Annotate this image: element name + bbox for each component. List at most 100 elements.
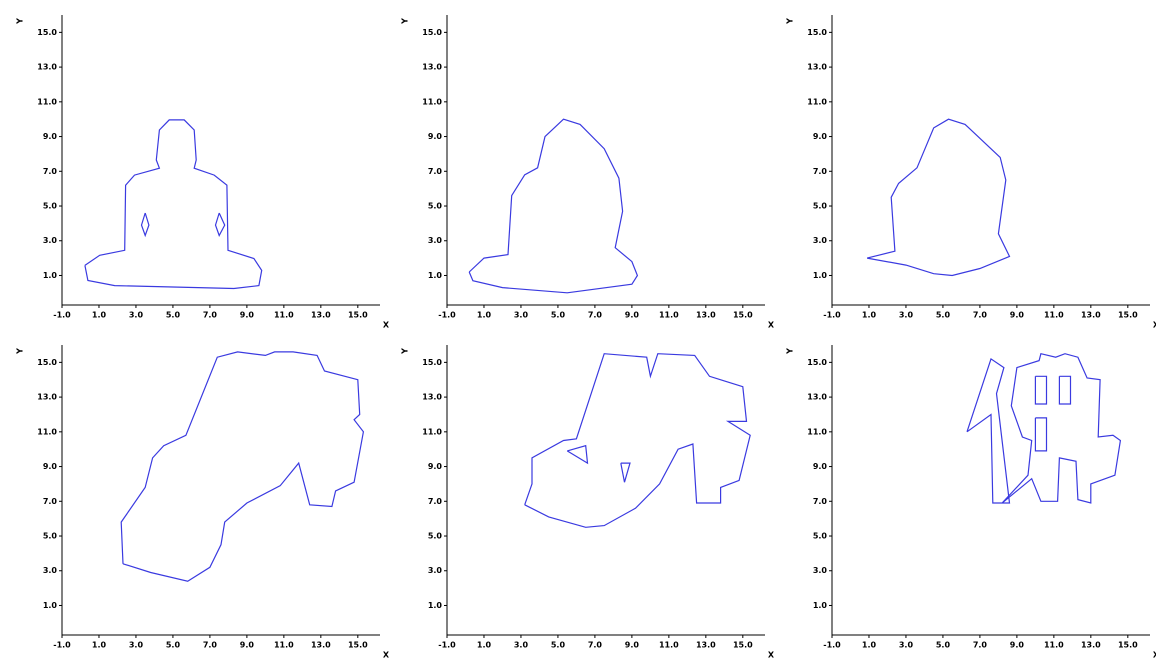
y-tick-label: 7.0 xyxy=(813,167,828,176)
y-tick-label: 11.0 xyxy=(807,97,827,106)
y-tick-label: 1.0 xyxy=(43,601,58,610)
chart-grid: -1.0 1.0 3.0 5.0 7.0 9.0 11.0 13.0 15.0 1.0 3.0 5.0… xyxy=(0,0,1156,660)
x-tick-label: 15.0 xyxy=(1118,641,1138,650)
y-tick-label: 15.0 xyxy=(807,358,827,367)
x-tick-label: 15.0 xyxy=(348,641,368,650)
y-tick-label: 9.0 xyxy=(813,132,828,141)
y-tick-label: 7.0 xyxy=(428,497,443,506)
y-tick-label: 7.0 xyxy=(428,167,443,176)
x-tick-label: -1.0 xyxy=(438,311,456,320)
y-tick-label: 11.0 xyxy=(422,427,442,436)
y-tick-label: 1.0 xyxy=(813,601,828,610)
outline xyxy=(121,352,363,581)
x-tick-label: 9.0 xyxy=(1010,641,1025,650)
y-tick-label: 11.0 xyxy=(422,97,442,106)
y-tick-label: 3.0 xyxy=(428,236,443,245)
x-tick-label: 13.0 xyxy=(311,641,331,650)
x-tick-label: 7.0 xyxy=(588,641,603,650)
y-axis-label: Y xyxy=(16,348,25,355)
x-tick-label: 1.0 xyxy=(477,641,492,650)
x-tick-label: 7.0 xyxy=(973,641,988,650)
outline xyxy=(967,354,1120,503)
x-tick-label: 9.0 xyxy=(625,311,640,320)
x-tick-label: 3.0 xyxy=(514,311,529,320)
y-tick-label: 3.0 xyxy=(43,236,58,245)
y-tick-label: 5.0 xyxy=(428,202,443,211)
y-tick-label: 13.0 xyxy=(37,63,57,72)
y-tick-label: 3.0 xyxy=(428,566,443,575)
y-tick-label: 11.0 xyxy=(37,97,57,106)
y-tick-label: 13.0 xyxy=(807,63,827,72)
y-tick-label: 9.0 xyxy=(428,132,443,141)
x-tick-label: 3.0 xyxy=(899,641,914,650)
y-tick-label: 5.0 xyxy=(813,202,828,211)
x-tick-label: 1.0 xyxy=(92,641,107,650)
x-tick-label: 9.0 xyxy=(1010,311,1025,320)
y-axis-label: Y xyxy=(401,18,410,25)
y-tick-label: 9.0 xyxy=(813,462,828,471)
x-tick-label: 11.0 xyxy=(274,641,294,650)
outline xyxy=(469,119,637,293)
x-tick-label: 15.0 xyxy=(733,311,753,320)
x-axis-label: X xyxy=(383,651,390,660)
y-tick-label: 13.0 xyxy=(422,393,442,402)
x-tick-label: -1.0 xyxy=(823,641,841,650)
x-tick-label: 1.0 xyxy=(862,641,877,650)
y-tick-label: 9.0 xyxy=(428,462,443,471)
y-tick-label: 7.0 xyxy=(813,497,828,506)
y-tick-label: 1.0 xyxy=(428,271,443,280)
y-tick-label: 1.0 xyxy=(428,601,443,610)
x-tick-label: 7.0 xyxy=(588,311,603,320)
x-tick-label: 11.0 xyxy=(659,641,679,650)
x-tick-label: 13.0 xyxy=(1081,311,1101,320)
y-tick-label: 13.0 xyxy=(422,63,442,72)
outline xyxy=(525,354,751,528)
x-tick-label: 3.0 xyxy=(129,641,144,650)
panel: -1.01.03.05.07.09.011.013.015.01.03.05.0… xyxy=(786,345,1156,660)
x-tick-label: 11.0 xyxy=(1044,641,1064,650)
y-tick-label: 15.0 xyxy=(422,358,442,367)
y-tick-label: 5.0 xyxy=(43,532,58,541)
x-tick-label: 1.0 xyxy=(92,311,107,320)
x-tick-label: 5.0 xyxy=(551,641,566,650)
y-tick-label: 3.0 xyxy=(813,566,828,575)
x-tick-label: 1.0 xyxy=(862,311,877,320)
y-tick-label: 15.0 xyxy=(37,28,57,37)
y-tick-label: 13.0 xyxy=(37,393,57,402)
x-tick-label: -1.0 xyxy=(438,641,456,650)
x-tick-label: 13.0 xyxy=(311,311,331,320)
y-tick-label: 13.0 xyxy=(807,393,827,402)
y-tick-label: 15.0 xyxy=(422,28,442,37)
x-tick-label: 15.0 xyxy=(348,311,368,320)
x-tick-label: 7.0 xyxy=(203,311,218,320)
y-tick-label: 15.0 xyxy=(807,28,827,37)
x-tick-label: -1.0 xyxy=(53,641,71,650)
x-tick-label: 3.0 xyxy=(514,641,529,650)
x-tick-label: 5.0 xyxy=(166,641,181,650)
y-tick-label: 9.0 xyxy=(43,462,58,471)
x-tick-label: 7.0 xyxy=(973,311,988,320)
outline xyxy=(867,119,1009,275)
x-tick-label: -1.0 xyxy=(53,311,71,320)
y-tick-label: 11.0 xyxy=(37,427,57,436)
x-tick-label: 11.0 xyxy=(274,311,294,320)
y-tick-label: 7.0 xyxy=(43,497,58,506)
y-axis-label: Y xyxy=(786,18,795,25)
x-tick-label: -1.0 xyxy=(823,311,841,320)
x-axis-label: X xyxy=(768,651,775,660)
y-axis-label: Y xyxy=(16,18,25,25)
y-tick-label: 1.0 xyxy=(813,271,828,280)
x-tick-label: 11.0 xyxy=(1044,311,1064,320)
x-tick-label: 9.0 xyxy=(240,311,255,320)
y-tick-label: 9.0 xyxy=(43,132,58,141)
x-tick-label: 3.0 xyxy=(129,311,144,320)
x-axis-label: X xyxy=(383,321,390,330)
x-tick-label: 11.0 xyxy=(659,311,679,320)
y-axis-label: Y xyxy=(401,348,410,355)
x-axis-label: X xyxy=(768,321,775,330)
y-tick-label: 5.0 xyxy=(43,202,58,211)
y-tick-label: 1.0 xyxy=(43,271,58,280)
